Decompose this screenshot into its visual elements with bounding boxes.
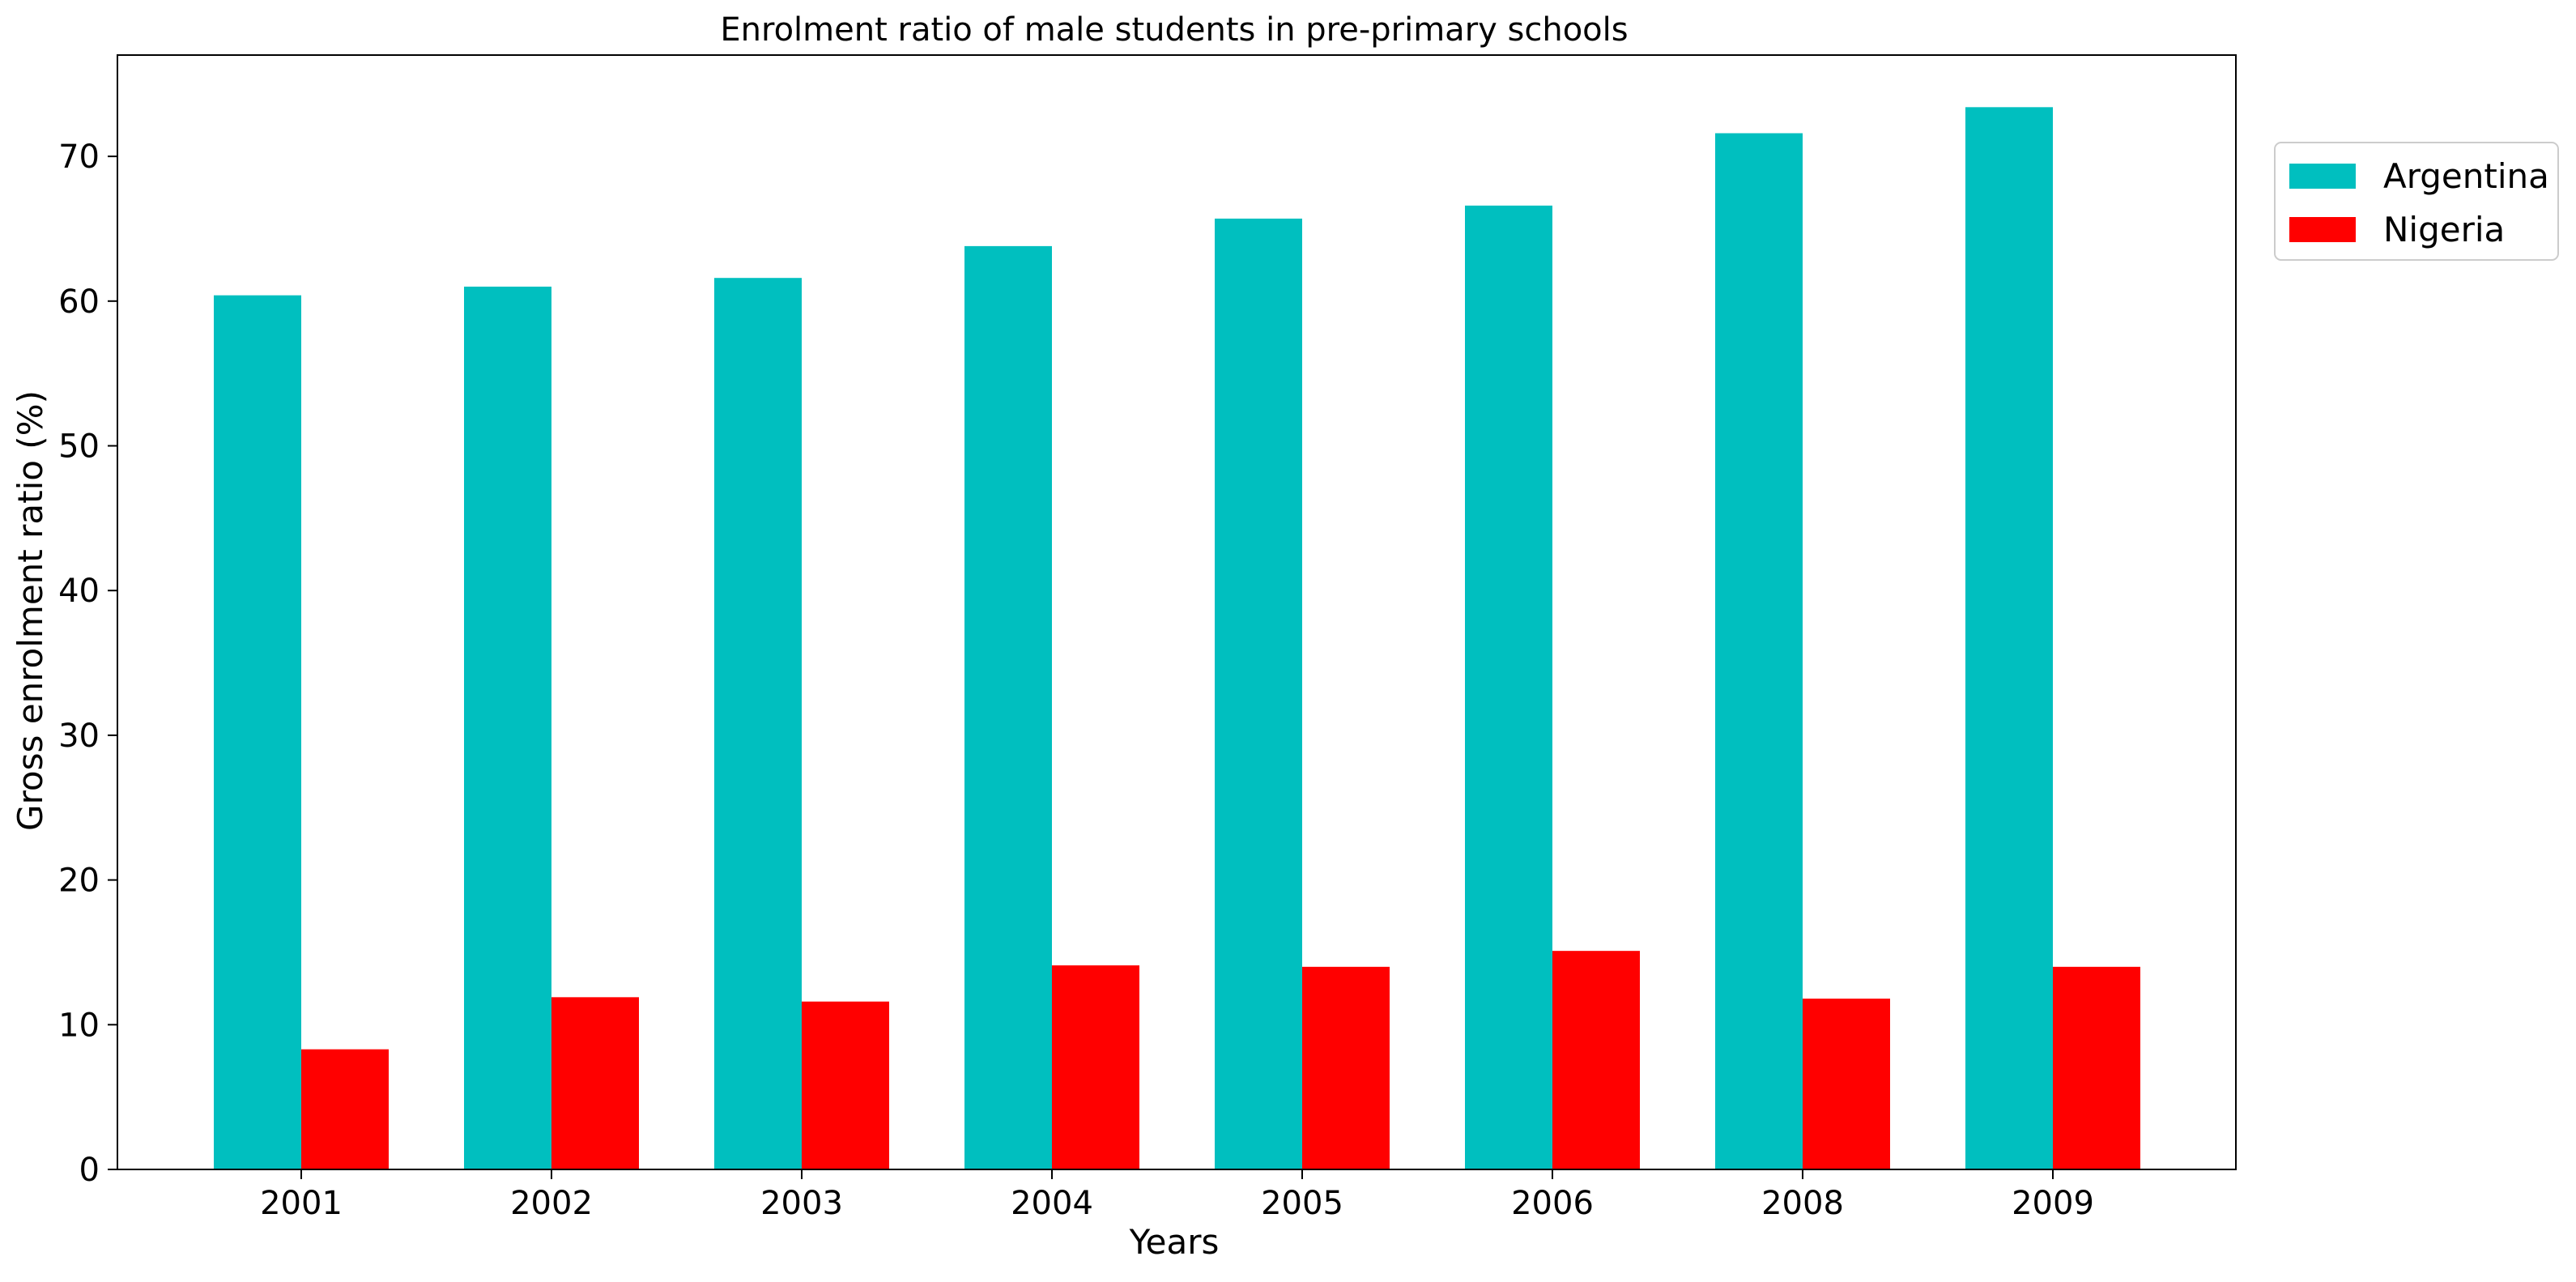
y-axis-label: Gross enrolment ratio (%)	[11, 390, 50, 831]
y-tick-label: 40	[58, 573, 100, 610]
bar-nigeria-2005	[1302, 966, 1390, 1169]
bar-nigeria-2009	[2053, 966, 2140, 1169]
y-tick-label: 10	[58, 1007, 100, 1044]
bar-argentina-2006	[1465, 205, 1552, 1169]
bar-nigeria-2001	[301, 1049, 389, 1169]
bar-nigeria-2008	[1803, 999, 1890, 1169]
x-tick-label: 2008	[1761, 1185, 1844, 1222]
legend-label-argentina: Argentina	[2383, 156, 2549, 196]
y-tick-label: 70	[58, 138, 100, 176]
legend-swatch-argentina	[2289, 164, 2356, 189]
bar-argentina-2008	[1715, 133, 1803, 1170]
bar-argentina-2002	[464, 286, 551, 1169]
bar-argentina-2005	[1215, 218, 1302, 1169]
bar-nigeria-2006	[1552, 951, 1640, 1169]
bar-nigeria-2003	[802, 1001, 889, 1169]
bar-argentina-2009	[1965, 107, 2053, 1169]
y-tick-label: 60	[58, 283, 100, 321]
x-tick-label: 2009	[2012, 1185, 2094, 1222]
x-tick-label: 2004	[1011, 1185, 1093, 1222]
legend-swatch-nigeria	[2289, 217, 2356, 242]
y-tick-label: 30	[58, 718, 100, 755]
plot-frame	[117, 54, 2237, 1170]
y-tick-label: 50	[58, 428, 100, 465]
x-tick-label: 2006	[1511, 1185, 1594, 1222]
bar-nigeria-2002	[551, 997, 639, 1169]
bar-nigeria-2004	[1052, 965, 1139, 1169]
x-tick-label: 2003	[760, 1185, 843, 1222]
x-tick-label: 2005	[1261, 1185, 1343, 1222]
chart-title: Enrolment ratio of male students in pre-…	[720, 11, 1628, 49]
bar-argentina-2003	[714, 278, 802, 1170]
bar-argentina-2001	[214, 295, 301, 1169]
y-tick-label: 0	[79, 1152, 100, 1189]
y-tick-label: 20	[58, 862, 100, 900]
bars-layer	[214, 107, 2140, 1170]
x-tick-label: 2002	[510, 1185, 593, 1222]
x-axis-label: Years	[1129, 1222, 1220, 1262]
legend-label-nigeria: Nigeria	[2383, 210, 2505, 249]
legend: Argentina Nigeria	[2274, 142, 2559, 261]
x-tick-label: 2001	[260, 1185, 343, 1222]
axes-layer: 0 10 20 30 40 50 60 70 2001 2002 2003 2004 2005 2006 2…	[58, 54, 2237, 1222]
bar-argentina-2004	[964, 245, 1052, 1169]
